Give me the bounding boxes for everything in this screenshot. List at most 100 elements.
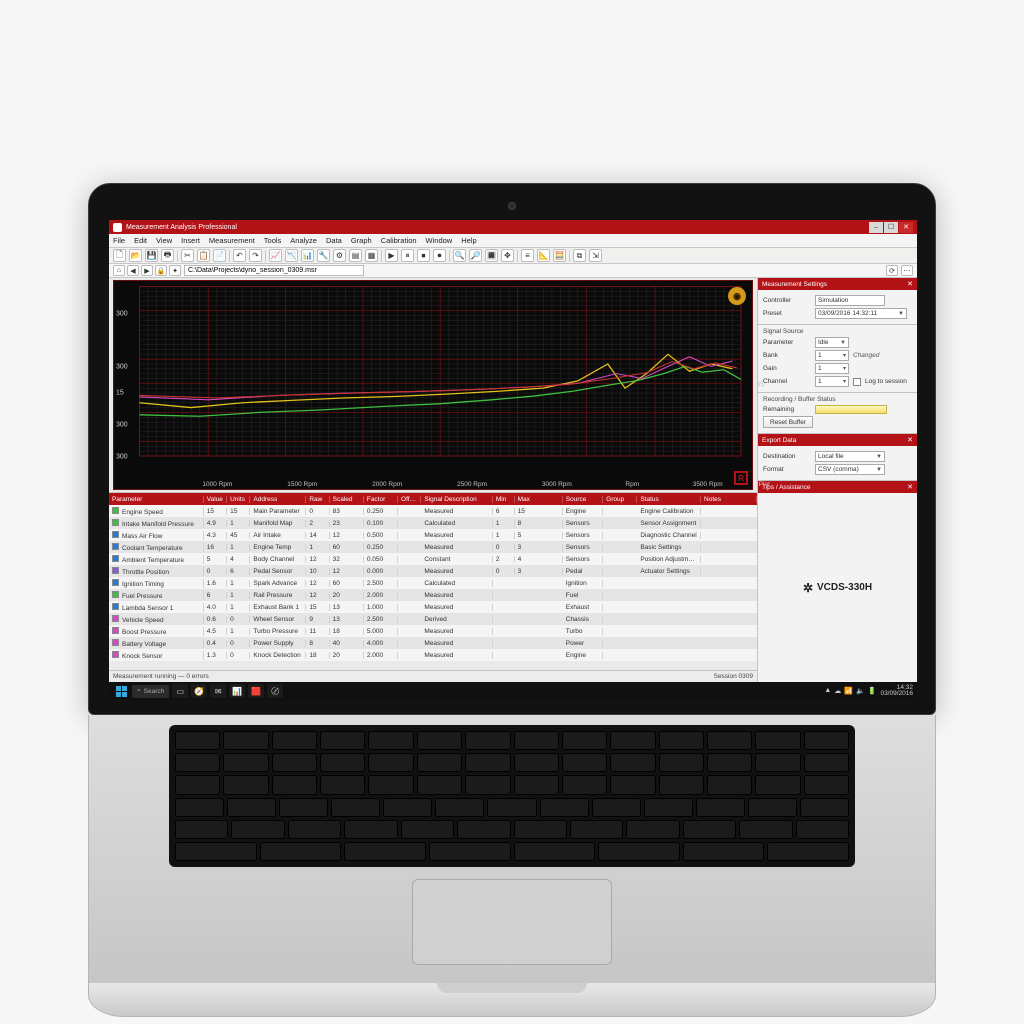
toolbar-button[interactable]: ⚙ — [333, 249, 346, 262]
toolbar-button[interactable]: ⏸ — [401, 249, 414, 262]
table-col-header[interactable]: Parameter — [109, 496, 204, 503]
toolbar-button[interactable]: 📄 — [213, 249, 226, 262]
window-titlebar[interactable]: Measurement Analysis Professional – ☐ ✕ — [109, 220, 917, 234]
bank-stepper[interactable]: 1▾ — [815, 350, 849, 361]
format-combo[interactable]: CSV (comma)▼ — [815, 464, 885, 475]
table-row[interactable]: Fuel Pressure61Rail Pressure12202.000Mea… — [109, 589, 757, 601]
table-row[interactable]: Ignition Timing1.61Spark Advance12602.50… — [109, 577, 757, 589]
address-nav-button[interactable]: ⌂ — [113, 265, 125, 276]
tray-icon[interactable]: 📶 — [844, 687, 853, 695]
toolbar-button[interactable]: 🔎 — [469, 249, 482, 262]
menu-data[interactable]: Data — [326, 236, 342, 245]
menu-file[interactable]: File — [113, 236, 125, 245]
toolbar-button[interactable]: ▤ — [349, 249, 362, 262]
gain-stepper[interactable]: 1▾ — [815, 363, 849, 374]
toolbar-button[interactable]: 🔳 — [485, 249, 498, 262]
toolbar-button[interactable]: ▶ — [385, 249, 398, 262]
table-row[interactable]: Throttle Position06Pedal Sensor10120.000… — [109, 565, 757, 577]
table-col-header[interactable]: Scaled — [330, 496, 364, 503]
taskbar-search[interactable]: ⌕ Search — [132, 685, 169, 698]
toolbar-button[interactable]: ↶ — [233, 249, 246, 262]
address-nav-button[interactable]: ✦ — [169, 265, 181, 276]
toolbar-button[interactable]: 📈 — [269, 249, 282, 262]
table-col-header[interactable]: Address — [250, 496, 306, 503]
toolbar-button[interactable]: ⧉ — [573, 249, 586, 262]
panel-close-icon[interactable]: ✕ — [907, 280, 913, 288]
system-tray[interactable]: ▲☁📶🔈🔋 14:32 03/09/2016 — [824, 685, 913, 698]
toolbar-button[interactable]: ✂ — [181, 249, 194, 262]
menu-analyze[interactable]: Analyze — [290, 236, 317, 245]
toolbar-button[interactable]: ✥ — [501, 249, 514, 262]
options-icon[interactable]: ⋯ — [901, 265, 913, 276]
menu-graph[interactable]: Graph — [351, 236, 372, 245]
table-col-header[interactable]: Raw — [306, 496, 329, 503]
address-nav-button[interactable]: ▶ — [141, 265, 153, 276]
table-row[interactable]: Mass Air Flow4.345Air Intake14120.500Mea… — [109, 529, 757, 541]
tray-icon[interactable]: ☁ — [834, 687, 841, 695]
table-row[interactable]: Lambda Sensor 14.01Exhaust Bank 115131.0… — [109, 601, 757, 613]
table-col-header[interactable]: Signal Description — [421, 496, 492, 503]
reset-buffer-button[interactable]: Reset Buffer — [763, 416, 813, 428]
panel-close-icon[interactable]: ✕ — [907, 483, 913, 491]
table-col-header[interactable]: Notes — [701, 496, 757, 503]
table-col-header[interactable]: Max — [515, 496, 563, 503]
address-nav-button[interactable]: 🔒 — [155, 265, 167, 276]
menu-view[interactable]: View — [156, 236, 172, 245]
table-row[interactable]: Boost Pressure4.51Turbo Pressure11185.00… — [109, 625, 757, 637]
toolbar-button[interactable]: ⏹ — [417, 249, 430, 262]
taskbar-app-icon[interactable]: 📊 — [229, 684, 245, 698]
panel-tips-header[interactable]: Tips / Assistance ✕ — [758, 481, 917, 493]
table-row[interactable]: Knock Sensor1.30Knock Detection18202.000… — [109, 649, 757, 661]
address-nav-button[interactable]: ◀ — [127, 265, 139, 276]
log-checkbox[interactable] — [853, 378, 861, 386]
menu-tools[interactable]: Tools — [264, 236, 282, 245]
window-minimize-button[interactable]: – — [869, 222, 883, 233]
panel-export-header[interactable]: Export Data ✕ — [758, 434, 917, 446]
toolbar-button[interactable]: 💾 — [145, 249, 158, 262]
menu-edit[interactable]: Edit — [134, 236, 147, 245]
toolbar-button[interactable]: ▦ — [365, 249, 378, 262]
address-input[interactable] — [184, 265, 364, 276]
window-close-button[interactable]: ✕ — [899, 222, 913, 233]
panel-measurement-header[interactable]: Measurement Settings ✕ — [758, 278, 917, 290]
preset-combo[interactable]: 03/09/2016 14:32:11▼ — [815, 308, 907, 319]
taskbar-app-icon[interactable]: ▭ — [172, 684, 188, 698]
windows-taskbar[interactable]: ⌕ Search ▭🧭✉📊🟥〄 ▲☁📶🔈🔋 14:32 03/09/2016 — [109, 682, 917, 700]
menu-insert[interactable]: Insert — [181, 236, 200, 245]
table-col-header[interactable]: Status — [637, 496, 701, 503]
table-row[interactable]: Engine Speed1515Main Parameter0830.250Me… — [109, 505, 757, 517]
tray-icon[interactable]: ▲ — [824, 687, 831, 695]
toolbar-button[interactable]: 🔧 — [317, 249, 330, 262]
window-maximize-button[interactable]: ☐ — [884, 222, 898, 233]
toolbar-button[interactable]: 📐 — [537, 249, 550, 262]
start-button[interactable] — [113, 684, 129, 698]
table-col-header[interactable]: Units — [227, 496, 250, 503]
table-col-header[interactable]: Source — [563, 496, 603, 503]
toolbar-button[interactable]: 🧮 — [553, 249, 566, 262]
menu-help[interactable]: Help — [461, 236, 476, 245]
menu-calibration[interactable]: Calibration — [381, 236, 417, 245]
panel-close-icon[interactable]: ✕ — [907, 436, 913, 444]
signal-chart[interactable]: ◉ R 35 300300153003001000 Rpm1500 Rpm200… — [113, 280, 753, 490]
table-col-header[interactable]: Factor — [364, 496, 398, 503]
toolbar-button[interactable]: ⏺ — [433, 249, 446, 262]
refresh-icon[interactable]: ⟳ — [886, 265, 898, 276]
toolbar-button[interactable]: ↷ — [249, 249, 262, 262]
taskbar-app-icon[interactable]: 🟥 — [248, 684, 264, 698]
toolbar-button[interactable]: ⇲ — [589, 249, 602, 262]
tray-icon[interactable]: 🔈 — [856, 687, 865, 695]
toolbar-button[interactable]: 📉 — [285, 249, 298, 262]
channel-stepper[interactable]: 1▾ — [815, 376, 849, 387]
toolbar-button[interactable]: 📊 — [301, 249, 314, 262]
toolbar-button[interactable]: 🗋 — [113, 249, 126, 262]
table-col-header[interactable]: Value — [204, 496, 227, 503]
table-row[interactable]: Intake Manifold Pressure4.91Manifold Map… — [109, 517, 757, 529]
menu-window[interactable]: Window — [426, 236, 453, 245]
parameter-combo[interactable]: Idle▼ — [815, 337, 849, 348]
menu-measurement[interactable]: Measurement — [209, 236, 255, 245]
taskbar-app-icon[interactable]: 〄 — [267, 684, 283, 698]
tray-icon[interactable]: 🔋 — [868, 687, 877, 695]
toolbar-button[interactable]: 📂 — [129, 249, 142, 262]
toolbar-button[interactable]: 🔍 — [453, 249, 466, 262]
table-col-header[interactable]: Group — [603, 496, 637, 503]
